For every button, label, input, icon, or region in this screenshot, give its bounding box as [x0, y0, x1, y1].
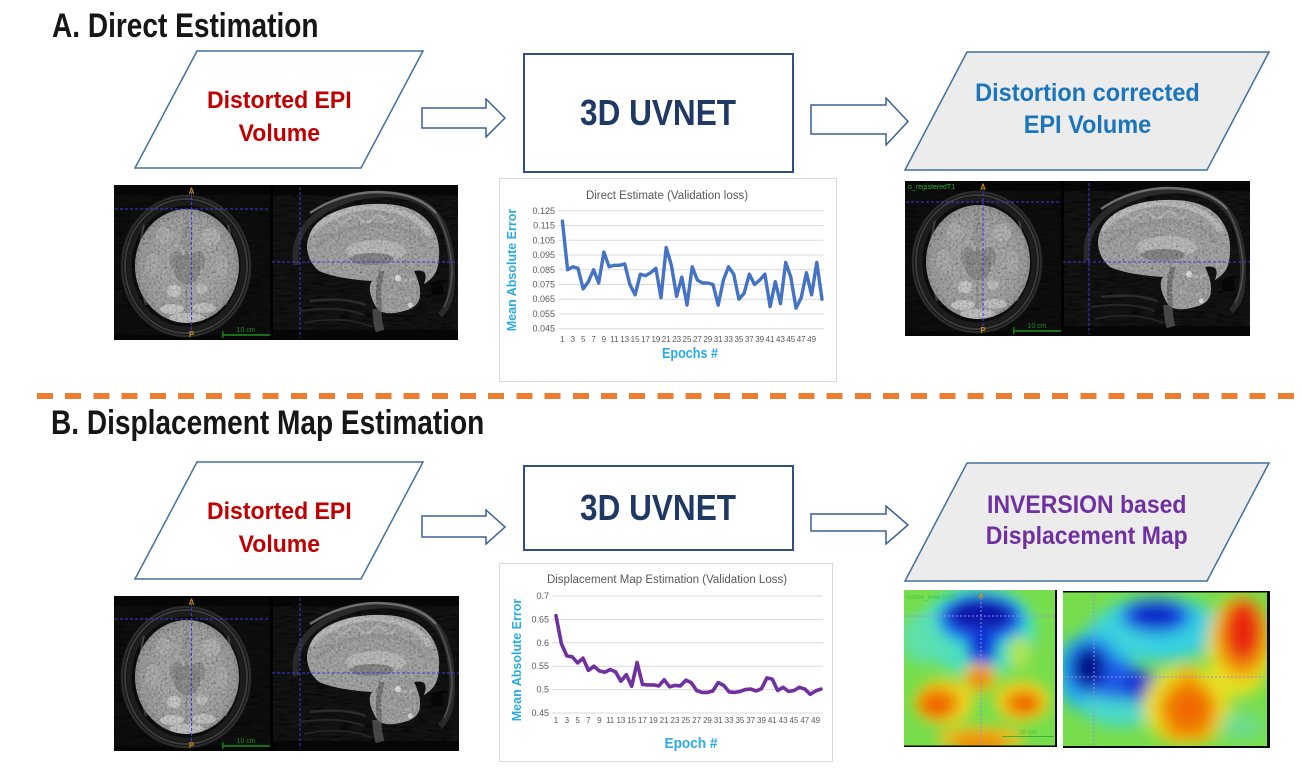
svg-text:5: 5: [575, 716, 580, 725]
svg-text:P: P: [980, 326, 986, 335]
svg-text:27: 27: [693, 335, 702, 344]
svg-text:0.125: 0.125: [532, 206, 555, 216]
svg-text:0.6: 0.6: [536, 638, 549, 648]
svg-text:Mean Absolute Error: Mean Absolute Error: [505, 209, 519, 332]
svg-text:0.115: 0.115: [533, 221, 555, 231]
svg-text:29: 29: [703, 716, 712, 725]
svg-text:A: A: [189, 598, 195, 607]
svg-text:33: 33: [724, 335, 733, 344]
svg-text:27: 27: [692, 716, 701, 725]
svg-text:47: 47: [800, 716, 809, 725]
svg-text:Mean Absolute Error: Mean Absolute Error: [510, 599, 524, 722]
svg-text:P: P: [189, 330, 195, 339]
svg-text:19: 19: [651, 335, 660, 344]
svg-text:0.7: 0.7: [536, 591, 549, 601]
svg-text:0.075: 0.075: [532, 280, 555, 290]
svg-text:Epochs #: Epochs #: [662, 346, 718, 362]
svg-text:13: 13: [620, 335, 629, 344]
svg-text:5: 5: [581, 335, 586, 344]
svg-text:1: 1: [554, 716, 559, 725]
svg-text:1: 1: [560, 335, 565, 344]
svg-text:39: 39: [757, 716, 766, 725]
svg-text:0.095: 0.095: [532, 250, 555, 260]
svg-text:35: 35: [735, 716, 744, 725]
svg-text:11: 11: [606, 716, 615, 725]
svg-text:tortion_map [2/3]: tortion_map [2/3]: [906, 594, 955, 601]
svg-text:43: 43: [776, 335, 785, 344]
svg-text:9: 9: [602, 335, 607, 344]
svg-text:17: 17: [641, 335, 650, 344]
svg-text:10 cm: 10 cm: [236, 327, 255, 334]
svg-text:41: 41: [768, 716, 777, 725]
svg-text:3: 3: [571, 335, 576, 344]
svg-text:7: 7: [586, 716, 591, 725]
svg-text:o_registeredT1: o_registeredT1: [908, 184, 955, 191]
svg-text:45: 45: [786, 335, 795, 344]
svg-text:10 cm: 10 cm: [1019, 729, 1037, 736]
svg-text:23: 23: [671, 716, 680, 725]
svg-text:25: 25: [681, 716, 690, 725]
svg-text:31: 31: [714, 335, 723, 344]
svg-text:A: A: [978, 593, 983, 600]
svg-text:39: 39: [755, 335, 764, 344]
svg-text:19: 19: [649, 716, 658, 725]
svg-text:0.055: 0.055: [532, 309, 555, 319]
svg-text:0.045: 0.045: [532, 324, 555, 334]
svg-text:35: 35: [734, 335, 743, 344]
svg-text:15: 15: [631, 335, 640, 344]
svg-text:23: 23: [672, 335, 681, 344]
svg-text:21: 21: [660, 716, 669, 725]
svg-text:47: 47: [797, 335, 806, 344]
svg-text:0.5: 0.5: [536, 685, 549, 695]
svg-text:17: 17: [638, 716, 647, 725]
svg-text:29: 29: [703, 335, 712, 344]
svg-text:15: 15: [627, 716, 636, 725]
svg-text:37: 37: [746, 716, 755, 725]
svg-text:9: 9: [597, 716, 602, 725]
svg-text:0.085: 0.085: [532, 265, 555, 275]
svg-text:43: 43: [779, 716, 788, 725]
svg-text:49: 49: [807, 335, 816, 344]
svg-text:Direct Estimate (Validation lo: Direct Estimate (Validation loss): [586, 190, 748, 202]
svg-text:10 cm: 10 cm: [1027, 323, 1046, 330]
svg-text:11: 11: [610, 335, 619, 344]
svg-text:0.55: 0.55: [531, 661, 549, 671]
svg-text:45: 45: [790, 716, 799, 725]
svg-text:0.45: 0.45: [531, 708, 549, 718]
svg-text:P: P: [189, 741, 195, 750]
svg-text:7: 7: [591, 335, 596, 344]
svg-text:0.105: 0.105: [532, 235, 555, 245]
svg-text:41: 41: [766, 335, 775, 344]
svg-text:A: A: [189, 187, 195, 196]
svg-text:25: 25: [683, 335, 692, 344]
svg-text:37: 37: [745, 335, 754, 344]
svg-text:Epoch #: Epoch #: [665, 736, 718, 752]
svg-text:49: 49: [811, 716, 820, 725]
svg-text:10 cm: 10 cm: [236, 738, 255, 745]
svg-text:Displacement Map Estimation (V: Displacement Map Estimation (Validation …: [547, 574, 787, 586]
svg-text:21: 21: [662, 335, 671, 344]
svg-text:33: 33: [725, 716, 734, 725]
svg-text:0.065: 0.065: [532, 294, 555, 304]
svg-text:13: 13: [616, 716, 625, 725]
svg-text:3: 3: [565, 716, 570, 725]
svg-text:A: A: [980, 183, 986, 192]
svg-text:31: 31: [714, 716, 723, 725]
svg-text:0.65: 0.65: [531, 614, 549, 624]
